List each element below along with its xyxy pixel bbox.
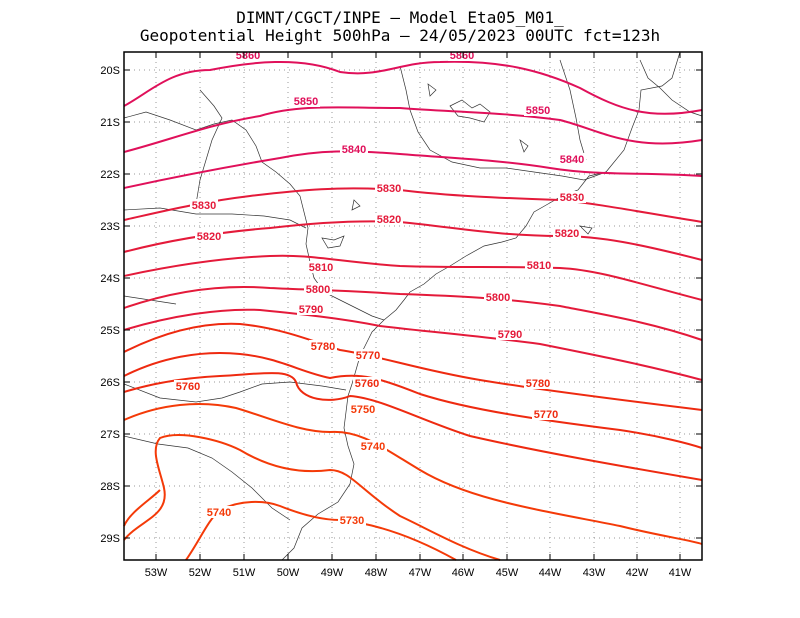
contour-label: 5840 xyxy=(560,154,584,166)
contour-label-bg xyxy=(558,191,586,203)
contour-label-bg xyxy=(309,340,337,352)
contour-label-bg xyxy=(484,291,512,303)
lat-tick-label: 25S xyxy=(100,325,120,337)
contour-label: 5810 xyxy=(309,262,333,274)
contour-label-bg xyxy=(375,213,403,225)
lon-tick-label: 43W xyxy=(583,567,606,579)
contour-label: 5740 xyxy=(207,507,231,519)
contour-label-bg xyxy=(524,377,552,389)
contour-label: 5760 xyxy=(176,381,200,393)
contour-label-bg xyxy=(349,403,377,415)
contour-label: 5840 xyxy=(342,144,366,156)
contour-label-bg xyxy=(340,143,368,155)
lat-tick-label: 20S xyxy=(100,65,120,77)
contour-label: 5800 xyxy=(306,284,330,296)
contour-label: 5830 xyxy=(192,200,216,212)
contour-label-bg xyxy=(558,153,586,165)
contour-label-bg xyxy=(353,377,381,389)
latitude-labels: 20S 21S 22S 23S 24S 25S 26S 27S 28S 29S xyxy=(100,65,120,545)
title-line-2: Geopotential Height 500hPa — 24/05/2023 … xyxy=(139,26,661,45)
contour-label-bg xyxy=(205,506,233,518)
lon-tick-label: 51W xyxy=(233,567,256,579)
contour-label: 5850 xyxy=(294,96,318,108)
contour-label-bg xyxy=(532,408,560,420)
contour-label: 5740 xyxy=(361,441,385,453)
lon-tick-label: 41W xyxy=(669,567,692,579)
lon-tick-label: 46W xyxy=(452,567,475,579)
contour-label-bg xyxy=(354,349,382,361)
contour-label-bg xyxy=(307,261,335,273)
lat-tick-label: 27S xyxy=(100,429,120,441)
contour-label-bg xyxy=(524,104,552,116)
lat-tick-label: 24S xyxy=(100,273,120,285)
contour-label: 5800 xyxy=(486,292,510,304)
contour-label-bg xyxy=(297,303,325,315)
longitude-labels: 53W 52W 51W 50W 49W 48W 47W 46W 45W 44W 43W 42W 41W xyxy=(145,567,692,579)
contour-label: 5780 xyxy=(311,341,335,353)
lat-tick-label: 26S xyxy=(100,377,120,389)
contour-label-bg xyxy=(338,514,366,526)
contour-label-bg xyxy=(190,199,218,211)
contour-label-bg xyxy=(292,95,320,107)
contour-label: 5850 xyxy=(526,105,550,117)
contour-label: 5730 xyxy=(340,515,364,527)
lon-tick-label: 42W xyxy=(626,567,649,579)
contour-label-bg xyxy=(304,283,332,295)
axis-ticks xyxy=(124,52,702,560)
contour-labels: 5860 5860 5850 5850 5840 5840 5830 5830 5830 5820… xyxy=(174,49,586,527)
lon-tick-label: 49W xyxy=(321,567,344,579)
lon-tick-label: 45W xyxy=(496,567,519,579)
contour-label: 5860 xyxy=(236,50,260,62)
contour-label-bg xyxy=(496,328,524,340)
title-line-1: DIMNT/CGCT/INPE — Model Eta05_M01_ xyxy=(236,8,564,27)
contour-label: 5830 xyxy=(560,192,584,204)
contour-label-bg xyxy=(553,227,581,239)
map-frame xyxy=(123,51,703,561)
graticule-grid xyxy=(124,52,702,560)
contour-label-bg xyxy=(174,380,202,392)
contour-label: 5790 xyxy=(498,329,522,341)
lat-tick-label: 23S xyxy=(100,221,120,233)
contour-label: 5770 xyxy=(534,409,558,421)
contour-label: 5820 xyxy=(555,228,579,240)
contour-label: 5820 xyxy=(197,231,221,243)
lon-tick-label: 44W xyxy=(539,567,562,579)
lon-tick-label: 48W xyxy=(365,567,388,579)
contour-label: 5830 xyxy=(377,183,401,195)
lat-tick-label: 21S xyxy=(100,117,120,129)
coastline-borders xyxy=(123,51,703,561)
contour-label-bg xyxy=(525,259,553,271)
lon-tick-label: 53W xyxy=(145,567,168,579)
contour-label: 5810 xyxy=(527,260,551,272)
lat-tick-label: 22S xyxy=(100,169,120,181)
lon-tick-label: 47W xyxy=(409,567,432,579)
contour-label: 5780 xyxy=(526,378,550,390)
contour-label: 5750 xyxy=(351,404,375,416)
contour-label: 5770 xyxy=(356,350,380,362)
lon-tick-label: 50W xyxy=(277,567,300,579)
lat-tick-label: 29S xyxy=(100,533,120,545)
contour-label: 5760 xyxy=(355,378,379,390)
contour-label-bg xyxy=(359,440,387,452)
contour-label-bg xyxy=(375,182,403,194)
contour-label: 5860 xyxy=(450,50,474,62)
lat-tick-label: 28S xyxy=(100,481,120,493)
contour-label: 5820 xyxy=(377,214,401,226)
height-contours xyxy=(123,60,703,561)
contour-label-bg xyxy=(195,230,223,242)
lon-tick-label: 52W xyxy=(189,567,212,579)
contour-label: 5790 xyxy=(299,304,323,316)
